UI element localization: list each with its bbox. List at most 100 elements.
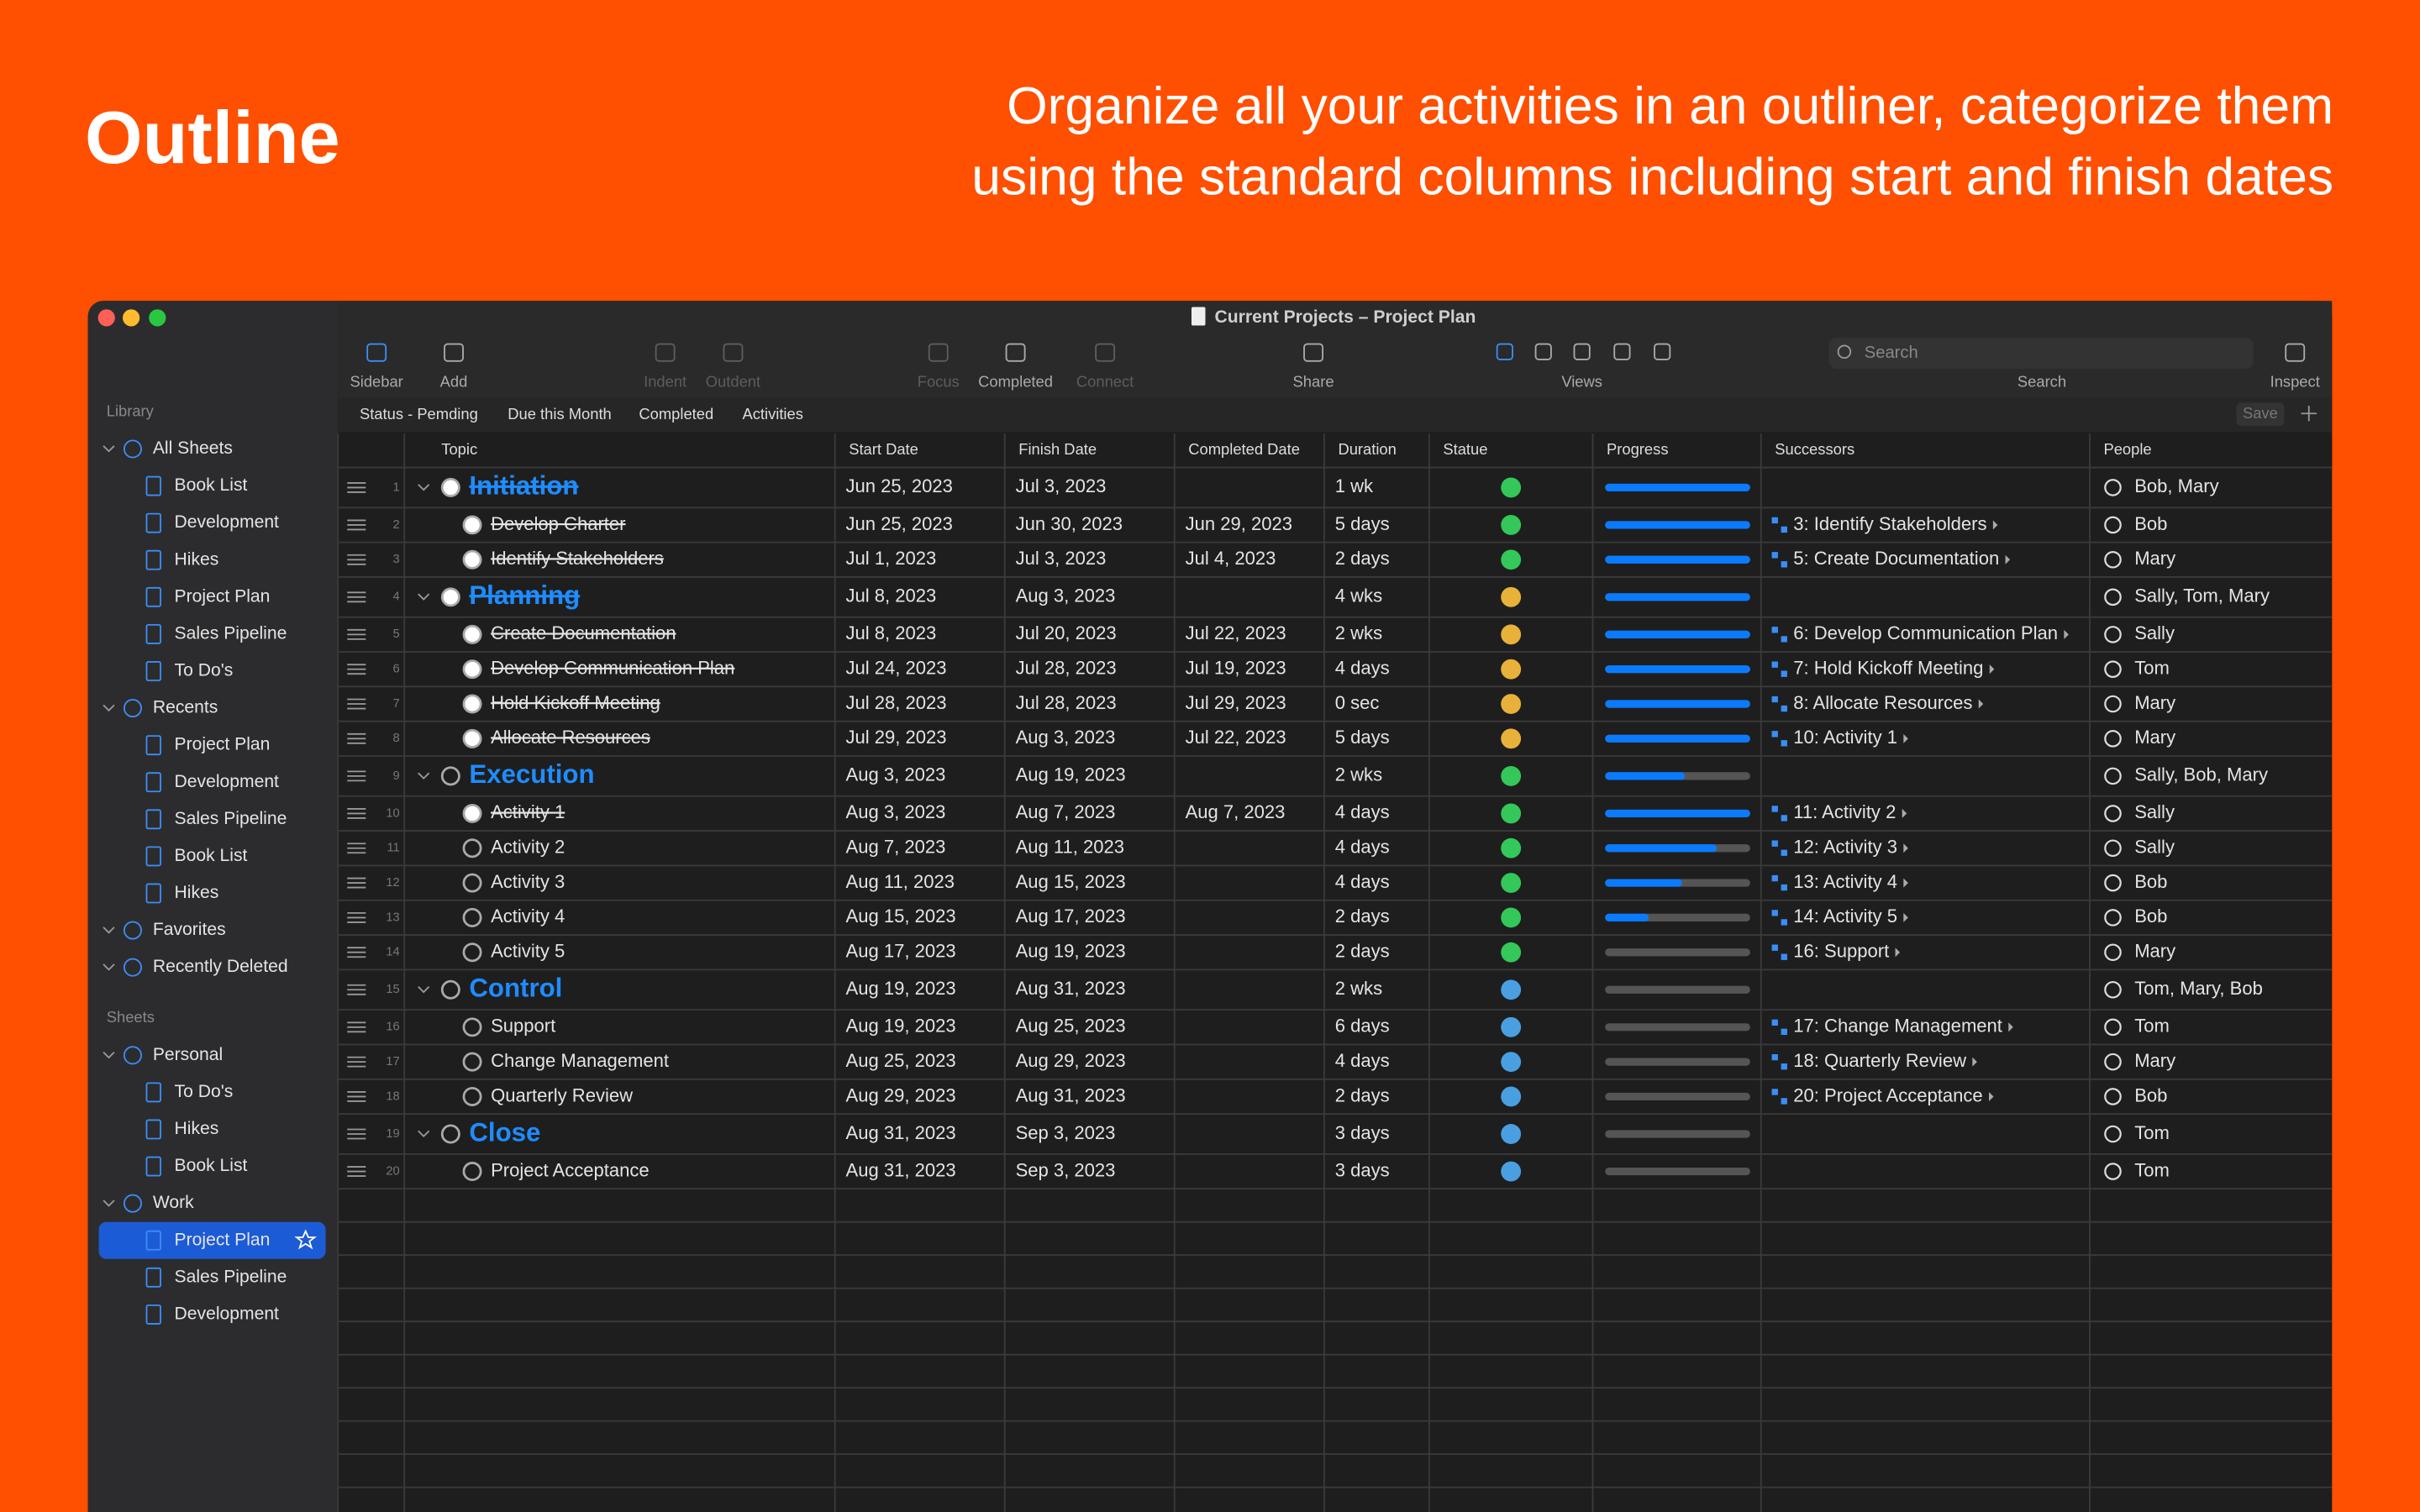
filter-tab[interactable]: Activities — [742, 405, 802, 423]
start[interactable]: Aug 29, 2023 — [846, 1084, 956, 1105]
completed[interactable]: Jul 4, 2023 — [1186, 548, 1276, 569]
successor[interactable]: 18: Quarterly Review — [1793, 1050, 1966, 1071]
start[interactable]: Aug 3, 2023 — [846, 764, 946, 785]
disclosure[interactable] — [103, 1052, 115, 1059]
topic[interactable]: Project Acceptance — [491, 1159, 650, 1180]
topic[interactable]: Control — [469, 974, 562, 1003]
people[interactable]: Bob — [2134, 1084, 2167, 1105]
successor-arrow[interactable] — [1903, 912, 1908, 922]
sidebar-item[interactable]: To Do's — [175, 661, 234, 680]
duration[interactable]: 5 days — [1335, 727, 1390, 748]
disclosure[interactable] — [103, 1200, 115, 1207]
successor-arrow[interactable] — [1988, 1091, 1994, 1101]
sidebar-item[interactable]: Project Plan — [175, 586, 271, 606]
sidebar-group[interactable]: Favorites — [153, 920, 226, 939]
sidebar-item[interactable]: To Do's — [175, 1082, 234, 1101]
start[interactable]: Aug 11, 2023 — [846, 871, 955, 892]
topic[interactable]: Change Management — [491, 1050, 669, 1071]
duration[interactable]: 4 days — [1335, 658, 1390, 679]
topic[interactable]: Planning — [469, 580, 580, 610]
filter-tab[interactable]: Status - Pemding — [360, 405, 478, 423]
duration[interactable]: 0 sec — [1335, 692, 1380, 713]
column-header[interactable]: Topic — [441, 440, 477, 458]
completed[interactable]: Jul 29, 2023 — [1186, 692, 1286, 713]
successor[interactable]: 16: Support — [1793, 941, 1889, 962]
column-header[interactable]: Duration — [1338, 440, 1396, 458]
successor-arrow[interactable] — [1992, 520, 1998, 530]
duration[interactable]: 2 days — [1335, 1084, 1390, 1105]
topic[interactable]: Activity 5 — [491, 941, 565, 962]
people[interactable]: Mary — [2134, 692, 2175, 713]
search-placeholder[interactable]: Search — [1865, 344, 1918, 362]
toolbar-icon[interactable] — [928, 343, 949, 362]
sidebar-item[interactable]: Hikes — [175, 1119, 219, 1138]
toolbar-icon[interactable] — [2285, 343, 2306, 362]
successor-arrow[interactable] — [2008, 1022, 2013, 1032]
status-icon[interactable] — [462, 838, 482, 858]
finish[interactable]: Aug 11, 2023 — [1016, 837, 1124, 858]
topic[interactable]: Develop Charter — [491, 513, 625, 534]
topic[interactable]: Close — [469, 1117, 540, 1147]
duration[interactable]: 4 days — [1335, 1050, 1390, 1071]
zoom-button[interactable] — [149, 309, 166, 327]
status-icon[interactable] — [440, 587, 460, 607]
people[interactable]: Bob — [2134, 906, 2167, 927]
sidebar-item[interactable]: Development — [175, 1304, 280, 1323]
duration[interactable]: 2 days — [1335, 941, 1390, 962]
status-icon[interactable] — [440, 979, 460, 1000]
successor-arrow[interactable] — [1903, 843, 1908, 853]
people[interactable]: Tom — [2134, 658, 2170, 679]
status-icon[interactable] — [462, 624, 482, 644]
sidebar-group[interactable]: Recents — [153, 698, 218, 717]
sidebar-group[interactable]: Personal — [153, 1045, 223, 1064]
sidebar-item[interactable]: Book List — [175, 1156, 248, 1175]
topic[interactable]: Support — [491, 1016, 555, 1037]
completed[interactable]: Jul 22, 2023 — [1186, 622, 1286, 643]
disclosure[interactable] — [418, 772, 430, 780]
column-header[interactable]: People — [2103, 440, 2151, 458]
duration[interactable]: 3 days — [1335, 1122, 1390, 1143]
filter-tab[interactable]: Completed — [639, 405, 713, 423]
finish[interactable]: Jul 28, 2023 — [1016, 658, 1117, 679]
successor-arrow[interactable] — [1902, 808, 1907, 818]
duration[interactable]: 2 days — [1335, 548, 1390, 569]
successor[interactable]: 3: Identify Stakeholders — [1793, 513, 1986, 534]
start[interactable]: Aug 19, 2023 — [846, 1016, 956, 1037]
sidebar-group[interactable]: All Sheets — [153, 438, 233, 458]
successor[interactable]: 20: Project Acceptance — [1793, 1084, 1982, 1105]
start[interactable]: Jul 8, 2023 — [846, 585, 937, 606]
successor[interactable]: 7: Hold Kickoff Meeting — [1793, 658, 1983, 679]
sidebar-item[interactable]: Book List — [175, 475, 248, 495]
duration[interactable]: 4 days — [1335, 871, 1390, 892]
sidebar-item[interactable]: Sales Pipeline — [175, 1267, 287, 1286]
people[interactable]: Tom — [2134, 1122, 2170, 1143]
toolbar-icon[interactable] — [1303, 343, 1323, 362]
successor[interactable]: 13: Activity 4 — [1793, 871, 1897, 892]
topic[interactable]: Initiation — [469, 471, 578, 501]
successor[interactable]: 5: Create Documentation — [1793, 548, 1999, 569]
disclosure[interactable] — [103, 445, 115, 453]
finish[interactable]: Aug 19, 2023 — [1016, 941, 1126, 962]
successor-arrow[interactable] — [1972, 1057, 1977, 1067]
sidebar-item[interactable]: Development — [175, 772, 280, 791]
finish[interactable]: Aug 7, 2023 — [1016, 801, 1116, 822]
status-icon[interactable] — [462, 549, 482, 570]
disclosure[interactable] — [418, 484, 430, 491]
start[interactable]: Aug 25, 2023 — [846, 1050, 956, 1071]
toolbar-icon[interactable] — [366, 343, 387, 362]
people[interactable]: Mary — [2134, 1050, 2175, 1071]
finish[interactable]: Sep 3, 2023 — [1016, 1122, 1116, 1143]
people[interactable]: Bob — [2134, 871, 2167, 892]
topic[interactable]: Develop Communication Plan — [491, 658, 734, 679]
duration[interactable]: 2 wks — [1335, 764, 1382, 785]
start[interactable]: Aug 15, 2023 — [846, 906, 956, 927]
people[interactable]: Tom — [2134, 1016, 2170, 1037]
status-icon[interactable] — [462, 1086, 482, 1106]
add-filter[interactable] — [2301, 406, 2317, 422]
toolbar-label[interactable]: Focus — [918, 372, 960, 390]
status-icon[interactable] — [462, 659, 482, 680]
status-icon[interactable] — [462, 1162, 482, 1182]
sidebar-item[interactable]: Project Plan — [175, 1230, 271, 1249]
toolbar-icon[interactable] — [1095, 343, 1116, 362]
finish[interactable]: Jul 20, 2023 — [1016, 622, 1117, 643]
